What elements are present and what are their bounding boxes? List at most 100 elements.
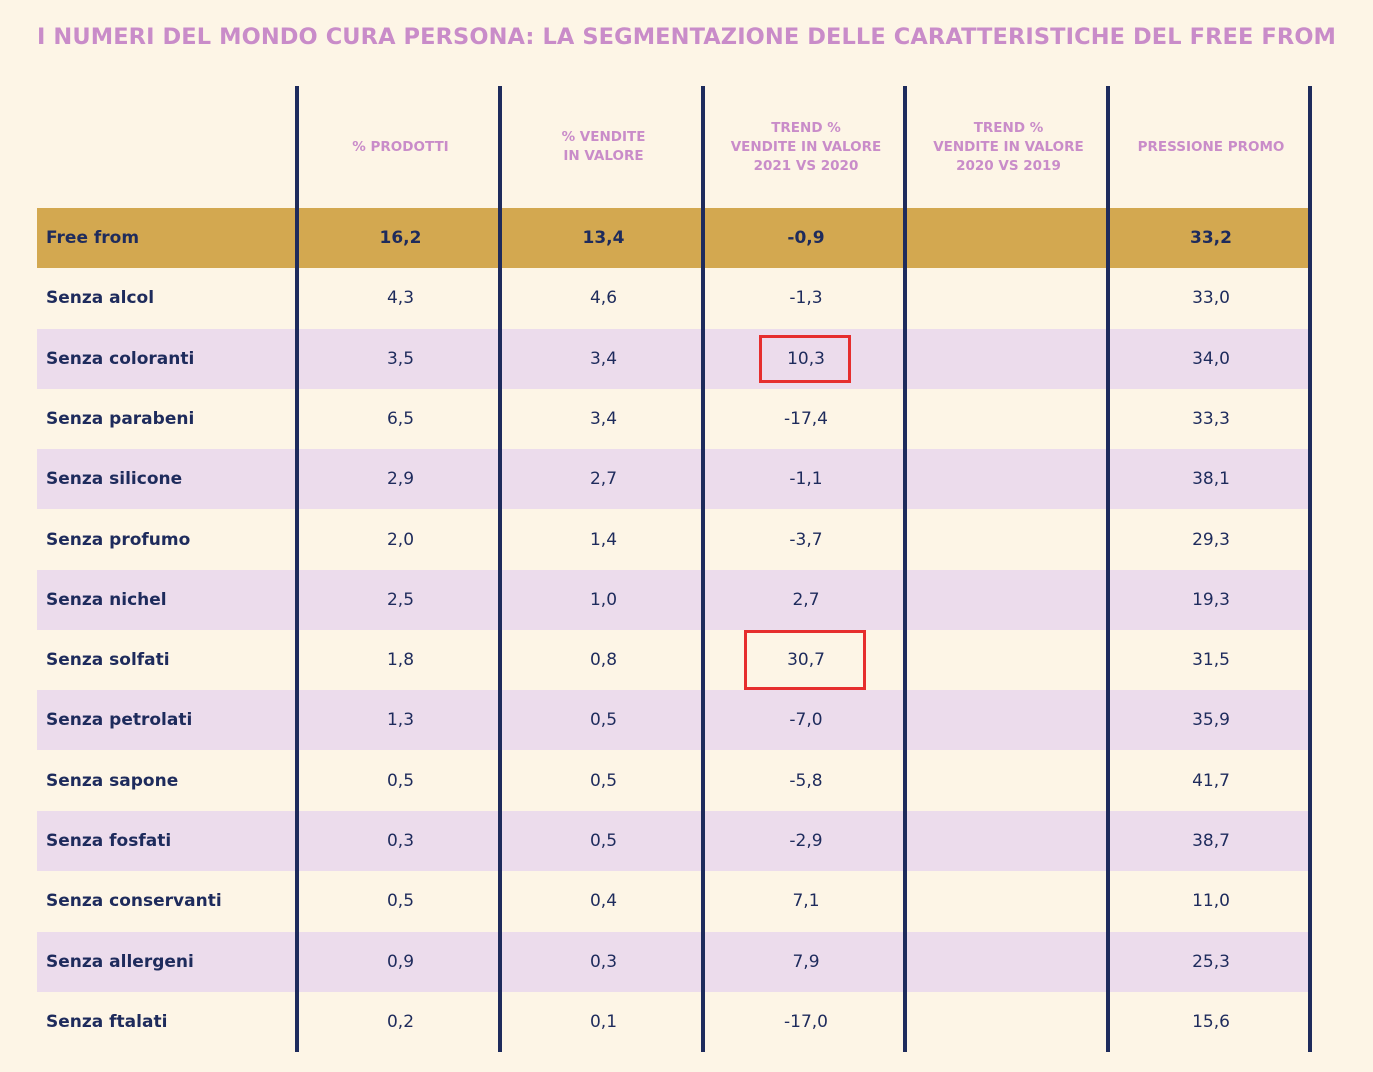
table-cell-col-4 [907, 811, 1110, 871]
table-cell-col-1: 1,8 [386, 650, 415, 671]
table-cell-col-5: 33,2 [1190, 228, 1232, 248]
table-cell-col-1: 4,3 [386, 288, 415, 309]
table-row: Senza petrolati 1,3 0,5 -7,0 35,9 [37, 690, 1311, 751]
table-cell-col-1: 3,5 [386, 348, 415, 369]
row-label: Free from [46, 228, 140, 248]
table-cell-col-5: 33,0 [1192, 288, 1230, 309]
table-cell-col-2: 2,7 [589, 469, 618, 490]
table-cell-col-3: -5,8 [789, 770, 823, 791]
table-cell-col-4 [907, 329, 1110, 389]
row-label: Senza silicone [46, 469, 183, 490]
table-cell-col-2: 3,4 [589, 348, 618, 369]
table-cell-col-1: 2,0 [386, 529, 415, 550]
table-cell-col-3: 30,7 [787, 650, 825, 671]
table-cell-col-4 [907, 690, 1110, 750]
table-total-row: Free from 16,2 13,4 -0,9 33,2 [37, 208, 1311, 268]
column-header-5: PRESSIONE PROMO [1137, 138, 1285, 155]
table-cell-col-2: 0,5 [589, 831, 618, 851]
table-cell-col-5: 34,0 [1192, 348, 1230, 369]
table-cell-col-3: -2,9 [789, 831, 823, 851]
row-label: Senza petrolati [46, 710, 193, 731]
highlight-box [744, 630, 866, 691]
table-cell-col-2: 13,4 [582, 228, 625, 248]
table-cell-col-3: 10,3 [787, 348, 825, 369]
table-cell-col-3: -1,1 [789, 469, 823, 490]
table-cell-col-2: 0,5 [589, 770, 618, 791]
table-cell-col-5: 15,6 [1192, 1011, 1230, 1032]
table-cell-col-4 [907, 570, 1110, 630]
table-cell-col-3: -7,0 [789, 710, 823, 731]
table-cell-col-1: 0,3 [386, 831, 415, 851]
table-cell-col-5: 41,7 [1192, 770, 1230, 791]
table-cell-col-1: 2,5 [386, 589, 415, 610]
table-row: Senza sapone 0,5 0,5 -5,8 41,7 [37, 751, 1311, 811]
table-cell-col-4 [907, 630, 1110, 690]
table-cell-col-4 [907, 208, 1110, 268]
row-label: Senza nichel [46, 589, 167, 610]
column-header-2: % VENDITE IN VALORE [561, 129, 646, 164]
row-label: Senza parabeni [46, 408, 195, 429]
row-label: Senza solfati [46, 650, 170, 671]
table-cell-col-2: 0,5 [589, 710, 618, 731]
column-header-1: % PRODOTTI [352, 138, 449, 155]
table-cell-col-5: 19,3 [1192, 589, 1230, 610]
table-cell-col-2: 0,1 [589, 1011, 618, 1032]
table-row: Senza parabeni 6,5 3,4 -17,4 33,3 [37, 389, 1311, 449]
table-row: Senza silicone 2,9 2,7 -1,1 38,1 [37, 449, 1311, 510]
table-cell-col-5: 25,3 [1192, 951, 1230, 972]
column-divider [1308, 86, 1312, 1052]
table-cell-col-1: 0,2 [386, 1011, 415, 1032]
table-cell-col-5: 35,9 [1192, 710, 1230, 731]
table-row: Senza fosfati 0,3 0,5 -2,9 38,7 [37, 811, 1311, 871]
table-row: Senza coloranti 3,5 3,4 10,3 34,0 [37, 328, 1311, 389]
table-cell-col-2: 1,0 [589, 589, 618, 610]
table-cell-col-5: 38,7 [1192, 831, 1230, 851]
table-cell-col-1: 2,9 [386, 469, 415, 490]
row-label: Senza conservanti [46, 891, 222, 912]
table-cell-col-4 [907, 449, 1110, 509]
table-cell-col-4 [907, 992, 1110, 1052]
row-label: Senza ftalati [46, 1011, 168, 1032]
table-row: Senza conservanti 0,5 0,4 7,1 11,0 [37, 871, 1311, 931]
free-from-table: % PRODOTTI % VENDITE IN VALORE TREND % VEN… [37, 86, 1312, 1052]
table-cell-col-3: 7,1 [792, 891, 820, 912]
table-cell-col-1: 16,2 [379, 228, 422, 248]
page-title: I NUMERI DEL MONDO CURA PERSONA: LA SEGM… [37, 24, 1337, 50]
column-divider [701, 86, 705, 1052]
table-row: Senza profumo 2,0 1,4 -3,7 29,3 [37, 510, 1311, 570]
row-label: Senza profumo [46, 529, 191, 550]
table-row: Senza solfati 1,8 0,8 30,7 31,5 [37, 630, 1311, 690]
table-row: Senza nichel 2,5 1,0 2,7 19,3 [37, 569, 1311, 630]
column-header-4: TREND % VENDITE IN VALORE 2020 VS 2019 [933, 119, 1084, 174]
table-cell-col-5: 31,5 [1192, 650, 1230, 671]
table-cell-col-5: 11,0 [1192, 891, 1230, 912]
table-cell-col-2: 0,4 [589, 891, 618, 912]
table-cell-col-4 [907, 751, 1110, 811]
table-cell-col-3: -17,0 [784, 1011, 828, 1032]
table-cell-col-5: 33,3 [1192, 408, 1230, 429]
row-label: Senza sapone [46, 770, 179, 791]
table-cell-col-2: 4,6 [589, 288, 618, 309]
table-cell-col-2: 0,8 [589, 650, 618, 671]
table-row: Senza allergeni 0,9 0,3 7,9 25,3 [37, 931, 1311, 992]
table-row: Senza alcol 4,3 4,6 -1,3 33,0 [37, 268, 1311, 328]
row-label: Senza allergeni [46, 951, 194, 972]
table-cell-col-2: 1,4 [589, 529, 618, 550]
table-row: Senza ftalati 0,2 0,1 -17,0 15,6 [37, 992, 1311, 1052]
row-label: Senza alcol [46, 288, 155, 309]
highlight-box [759, 334, 851, 383]
table-cell-col-2: 3,4 [589, 408, 618, 429]
table-cell-col-1: 6,5 [386, 408, 415, 429]
row-label: Senza coloranti [46, 348, 195, 369]
table-cell-col-3: -1,3 [789, 288, 823, 309]
table-cell-col-4 [907, 389, 1110, 449]
row-label: Senza fosfati [46, 831, 172, 851]
table-cell-col-3: -17,4 [784, 408, 828, 429]
table-cell-col-1: 0,5 [386, 891, 415, 912]
table-cell-col-4 [907, 268, 1110, 328]
table-cell-col-4 [907, 932, 1110, 992]
column-divider [903, 86, 907, 1052]
column-divider [295, 86, 299, 1052]
table-cell-col-4 [907, 510, 1110, 570]
column-divider [498, 86, 502, 1052]
